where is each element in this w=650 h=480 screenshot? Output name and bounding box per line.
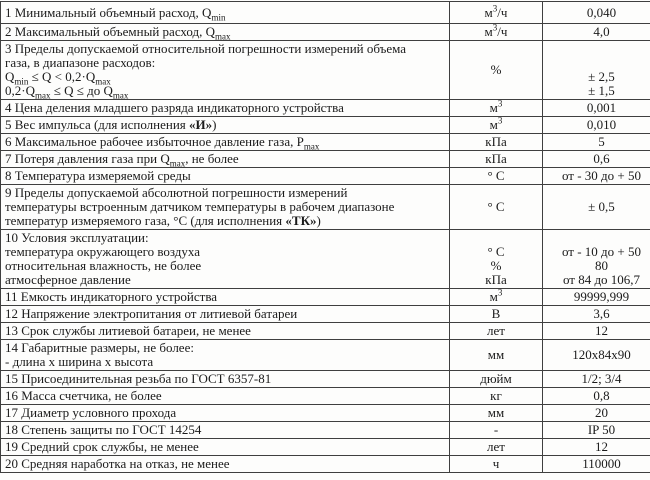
value-cell: 5 — [542, 133, 650, 151]
spec-row-18: 18 Степень защиты по ГОСТ 14254 - IP 50 — [0, 421, 650, 439]
spec-row-2: 2 Максимальный объемный расход, Qmax м3/… — [0, 23, 650, 41]
value-cell: 4,0 — [542, 23, 650, 41]
value-cell: 110000 — [542, 455, 650, 473]
param-name-cell: 15 Присоединительная резьба по ГОСТ 6357… — [0, 370, 450, 388]
spec-row-5: 5 Вес импульса (для исполнения «И») м3 0… — [0, 116, 650, 134]
param-name-cell: 19 Средний срок службы, не менее — [0, 438, 450, 456]
value-cell: 1/2; 3/4 — [542, 370, 650, 388]
spec-row-14: 14 Габаритные размеры, не более: - длина … — [0, 339, 650, 371]
param-name-cell: 2 Максимальный объемный расход, Qmax — [0, 23, 450, 41]
value-cell: 0,001 — [542, 99, 650, 117]
unit-cell: м3/ч — [449, 1, 543, 24]
param-name-cell: 12 Напряжение электропитания от литиевой… — [0, 305, 450, 323]
param-name-cell: 7 Потеря давления газа при Qmax, не боле… — [0, 150, 450, 168]
unit-cell: ° С% кПа — [449, 229, 543, 289]
unit-cell: м3/ч — [449, 23, 543, 41]
value-cell: от - 10 до + 50 80 от 84 до 106,7 — [542, 229, 650, 289]
value-cell: 0,010 — [542, 116, 650, 134]
param-name-cell: 13 Срок службы литиевой батареи, не мене… — [0, 322, 450, 340]
unit-cell: мм — [449, 404, 543, 422]
spec-row-13: 13 Срок службы литиевой батареи, не мене… — [0, 322, 650, 340]
param-name-cell: 1 Минимальный объемный расход, Qmin — [0, 1, 450, 24]
param-name-cell: 9 Пределы допускаемой абсолютной погрешн… — [0, 184, 450, 230]
param-name-cell: 4 Цена деления младшего разряда индикато… — [0, 99, 450, 117]
unit-cell: - — [449, 421, 543, 439]
spec-row-7: 7 Потеря давления газа при Qmax, не боле… — [0, 150, 650, 168]
spec-row-11: 11 Емкость индикаторного устройства м3 9… — [0, 288, 650, 306]
value-cell: IP 50 — [542, 421, 650, 439]
param-name-cell: 3 Пределы допускаемой относительной погр… — [0, 40, 450, 100]
unit-cell: ч — [449, 455, 543, 473]
value-cell: 0,040 — [542, 1, 650, 24]
param-name-cell: 5 Вес импульса (для исполнения «И») — [0, 116, 450, 134]
unit-cell: ° С — [449, 167, 543, 185]
unit-cell: кг — [449, 387, 543, 405]
spec-row-8: 8 Температура измеряемой среды ° С от - … — [0, 167, 650, 185]
param-name-cell: 10 Условия эксплуатации: температура окру… — [0, 229, 450, 289]
unit-cell: лет — [449, 322, 543, 340]
spec-row-6: 6 Максимальное рабочее избыточное давлен… — [0, 133, 650, 151]
param-name-cell: 18 Степень защиты по ГОСТ 14254 — [0, 421, 450, 439]
spec-row-10: 10 Условия эксплуатации: температура окру… — [0, 229, 650, 289]
unit-cell: ° С — [449, 184, 543, 230]
value-cell: 12 — [542, 322, 650, 340]
param-name-cell: 20 Средняя наработка на отказ, не менее — [0, 455, 450, 473]
value-cell: 120х84х90 — [542, 339, 650, 371]
value-cell: 3,6 — [542, 305, 650, 323]
value-cell: 12 — [542, 438, 650, 456]
param-name-cell: 11 Емкость индикаторного устройства — [0, 288, 450, 306]
spec-row-3: 3 Пределы допускаемой относительной погр… — [0, 40, 650, 100]
unit-cell: лет — [449, 438, 543, 456]
spec-row-16: 16 Масса счетчика, не более кг 0,8 — [0, 387, 650, 405]
value-cell: 20 — [542, 404, 650, 422]
value-cell: ± 2,5 ± 1,5 — [542, 40, 650, 100]
unit-cell: кПа — [449, 150, 543, 168]
spec-row-17: 17 Диаметр условного прохода мм 20 — [0, 404, 650, 422]
value-cell: от - 30 до + 50 — [542, 167, 650, 185]
value-cell: 0,6 — [542, 150, 650, 168]
spec-row-15: 15 Присоединительная резьба по ГОСТ 6357… — [0, 370, 650, 388]
unit-cell: дюйм — [449, 370, 543, 388]
value-cell: 99999,999 — [542, 288, 650, 306]
unit-cell: м3 — [449, 99, 543, 117]
spec-row-4: 4 Цена деления младшего разряда индикато… — [0, 99, 650, 117]
spec-row-1: 1 Минимальный объемный расход, Qmin м3/ч… — [0, 1, 650, 24]
spec-row-9: 9 Пределы допускаемой абсолютной погрешн… — [0, 184, 650, 230]
unit-cell: м3 — [449, 116, 543, 134]
unit-cell: % — [449, 40, 543, 100]
unit-cell: мм — [449, 339, 543, 371]
unit-cell: м3 — [449, 288, 543, 306]
value-cell: ± 0,5 — [542, 184, 650, 230]
spec-row-20: 20 Средняя наработка на отказ, не менее … — [0, 455, 650, 473]
param-name-cell: 16 Масса счетчика, не более — [0, 387, 450, 405]
spec-row-12: 12 Напряжение электропитания от литиевой… — [0, 305, 650, 323]
param-name-cell: 6 Максимальное рабочее избыточное давлен… — [0, 133, 450, 151]
spec-row-19: 19 Средний срок службы, не менее лет 12 — [0, 438, 650, 456]
value-cell: 0,8 — [542, 387, 650, 405]
param-name-cell: 14 Габаритные размеры, не более: - длина … — [0, 339, 450, 371]
unit-cell: кПа — [449, 133, 543, 151]
unit-cell: В — [449, 305, 543, 323]
param-name-cell: 17 Диаметр условного прохода — [0, 404, 450, 422]
param-name-cell: 8 Температура измеряемой среды — [0, 167, 450, 185]
